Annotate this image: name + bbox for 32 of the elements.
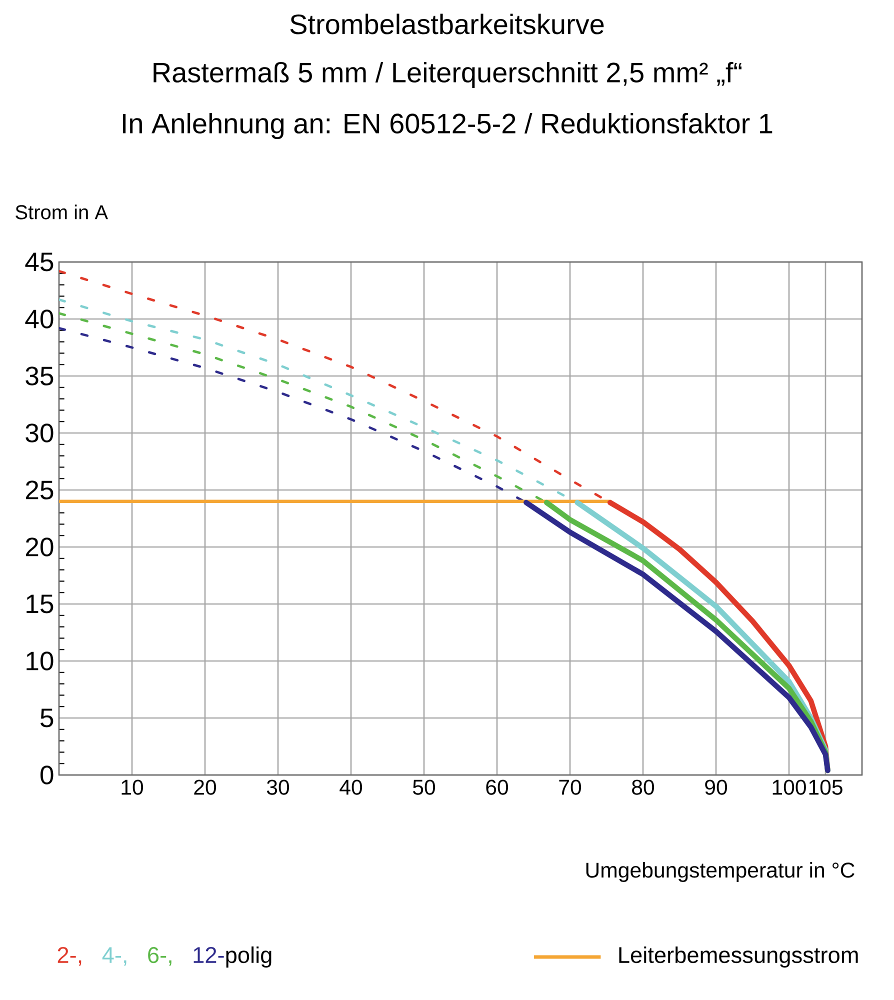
legend-label: Leiterbemessungsstrom (619, 946, 858, 968)
x-tick-label: 50 (412, 780, 436, 795)
text: polig (226, 946, 272, 968)
y-tick-label: 0 (40, 766, 54, 784)
y-tick-label: 10 (26, 652, 54, 670)
x-tick-label: 105 (809, 780, 842, 795)
text: 12- (194, 947, 224, 963)
x-tick-label: 20 (194, 780, 216, 795)
chart-subtitle: Rastermaß 5 mm / Leiterquerschnitt 2,5 mm² „f“ (154, 62, 742, 88)
text: 6-, (148, 947, 172, 966)
x-tick-label: 90 (705, 780, 728, 795)
y-tick-label: 35 (26, 366, 54, 386)
x-tick-label: 70 (559, 780, 582, 795)
chart-title: Strombelastbarkeitskurve (290, 14, 604, 34)
y-tick-label: 25 (26, 480, 54, 500)
text: 2-, (58, 947, 82, 966)
x-axis-title: Umgebungstemperatur in °C (586, 862, 854, 882)
x-tick-label: 40 (340, 780, 362, 795)
text: 4-, (102, 947, 126, 966)
y-tick-label: 20 (26, 538, 54, 556)
y-tick-label: 30 (26, 424, 54, 442)
text: In Anlehnung an: EN 60512-5-2 / Reduktionsfaktor 1 (122, 112, 772, 140)
x-tick-label: 30 (266, 780, 290, 795)
x-tick-label: 10 (122, 780, 144, 795)
y-tick-label: 45 (25, 252, 54, 272)
x-tick-label: 80 (632, 780, 654, 795)
y-tick-label: 40 (25, 310, 54, 328)
x-tick-label: 60 (486, 780, 508, 795)
y-tick-label: 5 (40, 708, 54, 728)
y-tick-label: 15 (26, 594, 54, 614)
y-axis-title: Strom in A (16, 204, 108, 220)
x-tick-label: 100 (772, 780, 806, 795)
